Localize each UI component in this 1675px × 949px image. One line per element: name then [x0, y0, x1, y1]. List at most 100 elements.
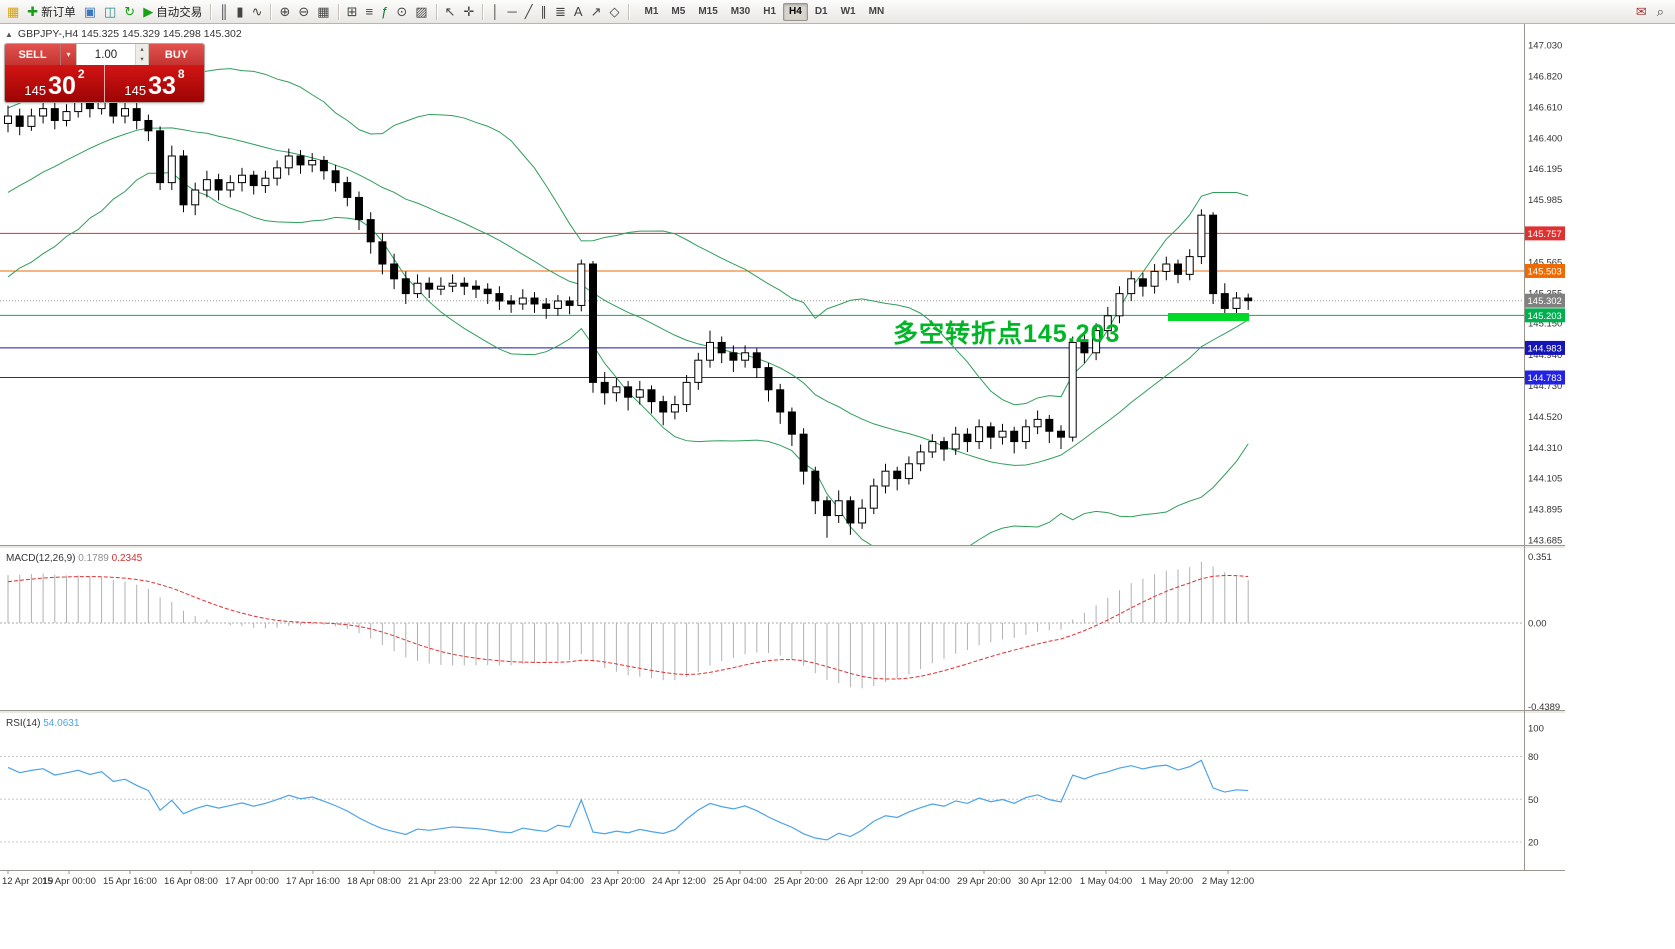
- buy-button[interactable]: BUY: [149, 44, 204, 65]
- candle-body: [436, 285, 445, 290]
- time-axis-label[interactable]: 25 Apr 04:00: [713, 876, 767, 887]
- sell-price-frac: 2: [77, 67, 85, 81]
- thick-green-line[interactable]: [1168, 312, 1249, 321]
- volume-input[interactable]: [77, 44, 135, 65]
- community-icon[interactable]: ✉: [1632, 2, 1651, 22]
- timeframe-m30-button[interactable]: M30: [730, 5, 751, 17]
- volume-up-icon[interactable]: ▴: [140, 46, 144, 54]
- time-axis-label[interactable]: 30 Apr 12:00: [1018, 876, 1072, 887]
- time-axis-label[interactable]: 17 Apr 00:00: [225, 876, 279, 887]
- sell-button[interactable]: SELL: [5, 44, 60, 65]
- price-label-text: 145.503: [1528, 266, 1562, 277]
- timeframe-h4-button[interactable]: H4: [783, 2, 808, 21]
- macd-scale-label: -0.4389: [1528, 702, 1560, 713]
- shapes-icon[interactable]: ◇: [606, 2, 624, 22]
- time-axis-label[interactable]: 23 Apr 04:00: [530, 876, 584, 887]
- terminal-icon[interactable]: ▦: [3, 2, 23, 22]
- timeframe-mn-button[interactable]: MN: [868, 5, 885, 17]
- time-axis-label[interactable]: 16 Apr 08:00: [164, 876, 218, 887]
- crosshair-icon[interactable]: ✛: [459, 2, 478, 22]
- search-icon[interactable]: ⌕: [1653, 2, 1668, 22]
- candle-body: [1197, 214, 1206, 258]
- templates-icon[interactable]: ▨: [411, 2, 431, 22]
- fibonacci-icon[interactable]: ≣: [551, 2, 570, 22]
- new-order-button-label: 新订单: [41, 6, 76, 19]
- zoom-out-icon[interactable]: ⊖: [294, 2, 313, 22]
- time-axis-label[interactable]: 2 May 12:00: [1202, 876, 1254, 887]
- period-icon[interactable]: ⊙: [392, 2, 411, 22]
- bollinger-lower-band: [7, 171, 1249, 545]
- candle-body: [1150, 270, 1159, 287]
- new-chart-icon[interactable]: ⊞: [343, 2, 362, 22]
- candle-body: [1021, 426, 1030, 443]
- market-watch-icon[interactable]: ◫: [100, 2, 120, 22]
- candle-body: [378, 241, 387, 265]
- indicators-icon[interactable]: ƒ: [377, 2, 392, 22]
- zoom-in-icon[interactable]: ⊕: [275, 2, 294, 22]
- timeframe-m1-button[interactable]: M1: [644, 5, 659, 17]
- time-axis-label[interactable]: 22 Apr 12:00: [469, 876, 523, 887]
- channel-icon[interactable]: ∥: [537, 2, 552, 22]
- horizontal-line-icon[interactable]: ─: [503, 2, 520, 22]
- time-axis-label[interactable]: 18 Apr 08:00: [347, 876, 401, 887]
- line-chart-icon[interactable]: ∿: [248, 2, 267, 22]
- time-axis-label[interactable]: 29 Apr 04:00: [896, 876, 950, 887]
- pane-separator[interactable]: [0, 710, 1565, 713]
- time-axis-label[interactable]: 17 Apr 16:00: [286, 876, 340, 887]
- candle-body: [1162, 263, 1171, 272]
- sell-price-display[interactable]: 145 30 2: [5, 65, 104, 102]
- tile-windows-icon[interactable]: ▦: [313, 2, 333, 22]
- candlestick-chart-icon[interactable]: ▮: [232, 2, 247, 22]
- chart-canvas[interactable]: 147.030 146.820 146.610 146.400 146.195 145.9…: [0, 24, 1565, 949]
- candle-body: [249, 174, 258, 187]
- pane-separator[interactable]: [0, 545, 1565, 548]
- toolbar-right: ✉ ⌕: [1632, 2, 1672, 22]
- period-icon: ⊙: [396, 4, 408, 19]
- line-chart-icon: ∿: [251, 4, 263, 19]
- price-label-box: [1524, 226, 1565, 241]
- candle-body: [1057, 430, 1065, 438]
- timeframe-m5-button[interactable]: M5: [671, 5, 686, 17]
- order-type-dropdown[interactable]: ▾: [60, 44, 76, 65]
- arrows-icon[interactable]: ↗: [587, 2, 606, 22]
- refresh-icon[interactable]: ↻: [120, 2, 139, 22]
- autotrading-button[interactable]: ▶ 自动交易: [139, 2, 206, 22]
- time-axis-label[interactable]: 29 Apr 20:00: [957, 876, 1011, 887]
- vertical-line-icon[interactable]: │: [487, 2, 503, 22]
- time-axis-label[interactable]: 1 May 20:00: [1141, 876, 1193, 887]
- time-axis-label[interactable]: 26 Apr 12:00: [835, 876, 889, 887]
- time-axis-label[interactable]: 24 Apr 12:00: [652, 876, 706, 887]
- rsi-pane: [0, 756, 1524, 843]
- time-axis-label[interactable]: 15 Apr 16:00: [103, 876, 157, 887]
- candle-body: [4, 115, 12, 124]
- time-axis-label[interactable]: 12 Apr 2019: [2, 876, 53, 887]
- timeframe-d1-button[interactable]: D1: [814, 5, 828, 17]
- collapse-trade-panel-icon[interactable]: ▲: [5, 29, 13, 39]
- trendline-icon[interactable]: ╱: [521, 2, 537, 22]
- timeframe-bar: M1 M5 M15 M30 H1 H4 D1 W1 MN: [639, 2, 891, 21]
- buy-price-display[interactable]: 145 33 8: [104, 65, 204, 102]
- time-axis-label[interactable]: 25 Apr 20:00: [774, 876, 828, 887]
- timeframe-m15-button[interactable]: M15: [698, 5, 718, 17]
- candle-body: [1010, 430, 1019, 443]
- volume-down-icon[interactable]: ▾: [140, 55, 144, 63]
- time-axis-label[interactable]: 23 Apr 20:00: [591, 876, 645, 887]
- cursor-icon[interactable]: ↖: [441, 2, 460, 22]
- candle-body: [483, 288, 492, 295]
- new-order-button[interactable]: ✚ 新订单: [23, 2, 79, 22]
- time-axis-label[interactable]: 1 May 04:00: [1080, 876, 1132, 887]
- terminal-icon: ▦: [7, 4, 20, 19]
- time-axis-label[interactable]: 15 Apr 00:00: [42, 876, 96, 887]
- price-axis-label: 144.310: [1528, 443, 1562, 454]
- bar-chart-icon[interactable]: ║: [215, 2, 232, 22]
- candle-body: [121, 108, 129, 117]
- timeframe-w1-button[interactable]: W1: [840, 5, 856, 17]
- profiles-icon[interactable]: ▣: [80, 2, 100, 22]
- text-icon[interactable]: A: [570, 2, 587, 22]
- price-axis-label: 145.150: [1528, 319, 1562, 330]
- timeframe-h1-button[interactable]: H1: [763, 5, 777, 17]
- time-axis-label[interactable]: 21 Apr 23:00: [408, 876, 462, 887]
- candle-body: [1127, 278, 1136, 295]
- rsi-scale-label: 100: [1528, 724, 1544, 735]
- chart-list-icon[interactable]: ≡: [362, 2, 378, 22]
